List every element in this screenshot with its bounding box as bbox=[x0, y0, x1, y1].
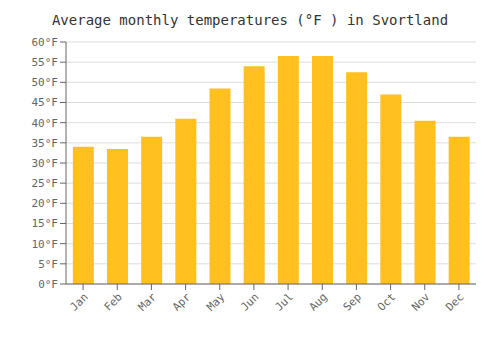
svg-text:Jan: Jan bbox=[67, 290, 90, 313]
svg-text:10°F: 10°F bbox=[32, 238, 59, 251]
svg-text:60°F: 60°F bbox=[32, 36, 59, 49]
svg-text:15°F: 15°F bbox=[32, 217, 59, 230]
svg-text:20°F: 20°F bbox=[32, 197, 59, 210]
svg-text:Mar: Mar bbox=[136, 290, 160, 314]
svg-text:25°F: 25°F bbox=[32, 177, 59, 190]
svg-text:50°F: 50°F bbox=[32, 76, 59, 89]
svg-text:45°F: 45°F bbox=[32, 96, 59, 109]
svg-text:0°F: 0°F bbox=[38, 278, 58, 291]
svg-text:30°F: 30°F bbox=[32, 157, 59, 170]
svg-text:Aug: Aug bbox=[307, 290, 330, 313]
svg-text:35°F: 35°F bbox=[32, 137, 59, 150]
svg-text:Dec: Dec bbox=[443, 290, 466, 313]
svg-text:Sep: Sep bbox=[341, 290, 364, 313]
html-text:Average monthly temperatures (: Average monthly temperatures (°F ) in Sv… bbox=[51, 12, 449, 28]
svg-text:Apr: Apr bbox=[170, 290, 194, 314]
svg-text:Jul: Jul bbox=[272, 290, 295, 313]
svg-text:55°F: 55°F bbox=[32, 56, 59, 69]
svg-text:May: May bbox=[204, 290, 228, 314]
svg-text:Feb: Feb bbox=[102, 290, 125, 313]
svg-text:Oct: Oct bbox=[375, 290, 398, 313]
svg-text:5°F: 5°F bbox=[38, 258, 58, 271]
svg-text:40°F: 40°F bbox=[32, 117, 59, 130]
svg-text:Nov: Nov bbox=[409, 290, 433, 314]
svg-text:Jun: Jun bbox=[238, 290, 261, 313]
